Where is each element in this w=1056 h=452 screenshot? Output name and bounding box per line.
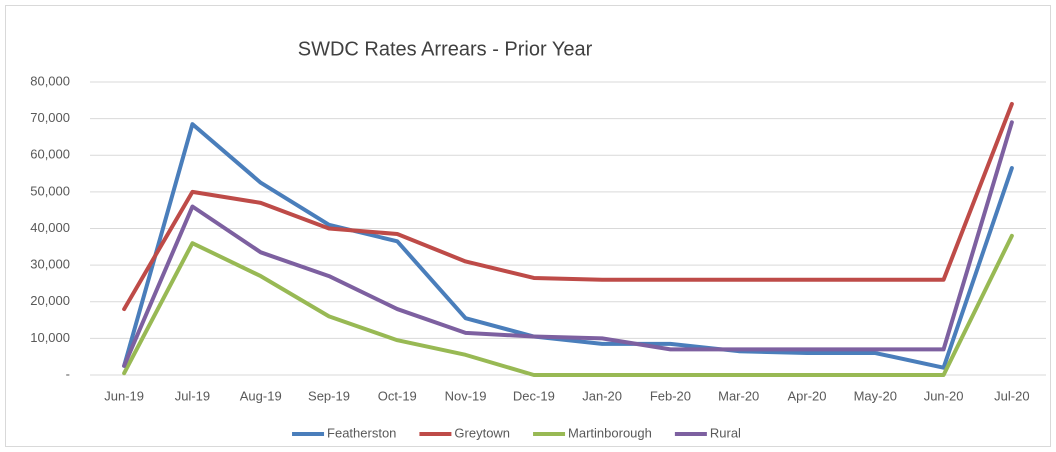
x-tick-label: Jul-19	[175, 388, 210, 403]
y-tick-label: 40,000	[30, 220, 70, 235]
chart-title: SWDC Rates Arrears - Prior Year	[298, 38, 593, 60]
y-tick-label: -	[66, 366, 70, 381]
series-line	[122, 122, 1014, 370]
x-tick-label: May-20	[854, 388, 897, 403]
y-tick-label: 80,000	[30, 73, 70, 88]
x-tick-label: Dec-19	[513, 388, 555, 403]
x-tick-label: Oct-19	[378, 388, 417, 403]
y-tick-label: 70,000	[30, 110, 70, 125]
x-tick-label: Nov-19	[445, 388, 487, 403]
y-tick-label: 30,000	[30, 257, 70, 272]
x-tick-label: Mar-20	[718, 388, 759, 403]
y-tick-label: 50,000	[30, 183, 70, 198]
legend-label: Featherston	[327, 425, 396, 440]
y-tick-label: 10,000	[30, 330, 70, 345]
y-tick-label: 60,000	[30, 147, 70, 162]
series-line	[122, 101, 1014, 312]
legend-label: Rural	[710, 425, 741, 440]
x-tick-label: Sep-19	[308, 388, 350, 403]
x-tick-label: Jul-20	[994, 388, 1029, 403]
y-tick-label: 20,000	[30, 293, 70, 308]
x-tick-label: Jan-20	[582, 388, 622, 403]
series-line	[122, 233, 1014, 377]
series-line	[122, 120, 1014, 368]
legend-label: Martinborough	[568, 425, 652, 440]
x-tick-label: Apr-20	[787, 388, 826, 403]
x-tick-label: Aug-19	[240, 388, 282, 403]
x-tick-label: Feb-20	[650, 388, 691, 403]
x-tick-label: Jun-20	[924, 388, 964, 403]
x-tick-label: Jun-19	[104, 388, 144, 403]
legend-label: Greytown	[454, 425, 510, 440]
